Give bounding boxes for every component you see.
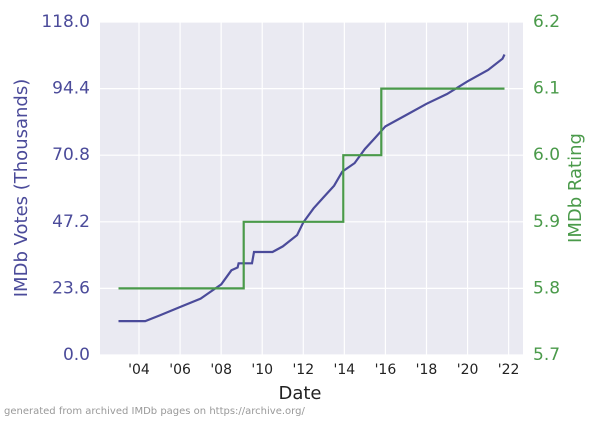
x-tick-label: '16: [375, 362, 397, 378]
y2-axis-label: IMDb Rating: [565, 133, 586, 243]
x-tick-label: '12: [292, 362, 314, 378]
y2-tick-label: 5.8: [533, 278, 560, 298]
y-tick-label: 47.2: [52, 212, 90, 232]
y-tick-label: 118.0: [41, 12, 90, 32]
y-tick-label: 70.8: [52, 145, 90, 165]
plot-area: [100, 22, 523, 355]
series-line: [118, 87, 505, 290]
y2-tick-label: 6.2: [533, 12, 560, 32]
footnote: generated from archived IMDb pages on ht…: [4, 406, 305, 417]
y-tick-label: 94.4: [52, 79, 90, 99]
y2-tick-label: 5.7: [533, 345, 560, 365]
x-axis-label: Date: [278, 383, 321, 404]
y-tick-label: 23.6: [52, 278, 90, 298]
y2-tick-label: 5.9: [533, 212, 560, 232]
x-tick-label: '18: [416, 362, 438, 378]
x-tick-label: '22: [498, 362, 520, 378]
y-tick-label: 0.0: [63, 345, 90, 365]
x-tick-label: '08: [210, 362, 232, 378]
x-tick-label: '06: [169, 362, 191, 378]
x-tick-label: '20: [457, 362, 479, 378]
x-tick-label: '10: [251, 362, 273, 378]
y2-tick-label: 6.1: [533, 79, 560, 99]
y-axis-label: IMDb Votes (Thousands): [11, 79, 32, 298]
x-tick-label: '04: [128, 362, 150, 378]
x-tick-label: '14: [334, 362, 356, 378]
y2-tick-label: 6.0: [533, 145, 560, 165]
